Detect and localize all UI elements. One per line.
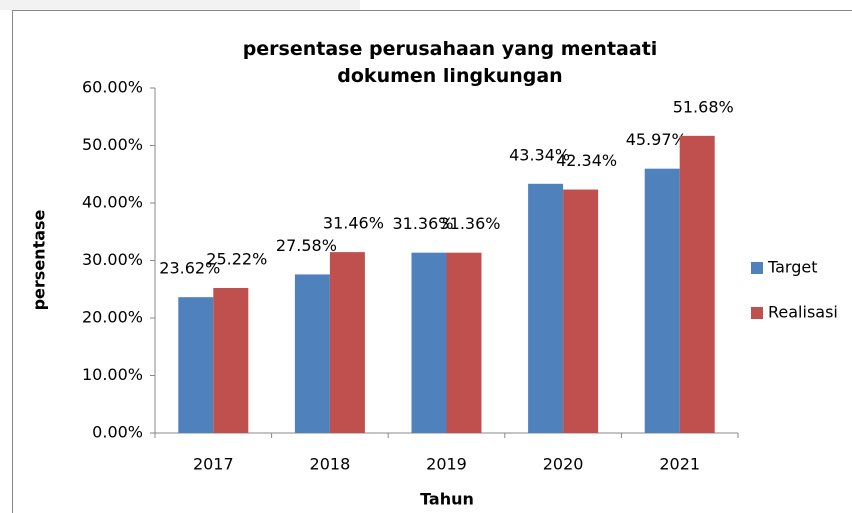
legend-swatch: [751, 307, 763, 319]
data-label: 31.36%: [392, 214, 453, 233]
bar: [329, 252, 365, 433]
chart-border: [12, 10, 852, 513]
data-label: 31.36%: [439, 214, 500, 233]
x-tick-label: 2021: [659, 455, 700, 474]
data-label: 45.97%: [626, 130, 687, 149]
bar: [411, 252, 447, 433]
bar: [446, 252, 482, 433]
data-label: 43.34%: [509, 145, 570, 164]
x-axis-title: Tahun: [420, 490, 474, 509]
bar: [528, 183, 564, 433]
legend-label: Target: [767, 258, 818, 277]
bar: [294, 274, 330, 433]
data-label: 31.46%: [323, 214, 384, 233]
y-tick-label: 20.00%: [82, 308, 143, 327]
legend-swatch: [751, 262, 763, 274]
data-label: 27.58%: [276, 236, 337, 255]
bar: [563, 189, 599, 433]
x-tick-label: 2019: [426, 455, 467, 474]
y-axis-title: persentase: [30, 209, 49, 310]
y-tick-label: 0.00%: [92, 423, 143, 442]
bar: [644, 168, 680, 434]
data-label: 51.68%: [673, 97, 734, 116]
data-label: 42.34%: [556, 151, 617, 170]
chart-title: persentase perusahaan yang mentaati doku…: [242, 38, 658, 87]
bar: [213, 287, 249, 433]
x-tick-label: 2018: [310, 455, 351, 474]
background-strip: [0, 0, 360, 10]
data-label: 23.62%: [159, 259, 220, 278]
bar: [178, 297, 214, 433]
y-tick-label: 60.00%: [82, 78, 143, 97]
y-tick-label: 10.00%: [82, 365, 143, 384]
y-tick-label: 50.00%: [82, 135, 143, 154]
bar: [679, 135, 715, 433]
x-tick-label: 2020: [543, 455, 584, 474]
legend-label: Realisasi: [768, 303, 838, 322]
x-tick-label: 2017: [193, 455, 234, 474]
y-tick-label: 30.00%: [82, 250, 143, 269]
data-label: 25.22%: [206, 249, 267, 268]
y-tick-label: 40.00%: [82, 193, 143, 212]
